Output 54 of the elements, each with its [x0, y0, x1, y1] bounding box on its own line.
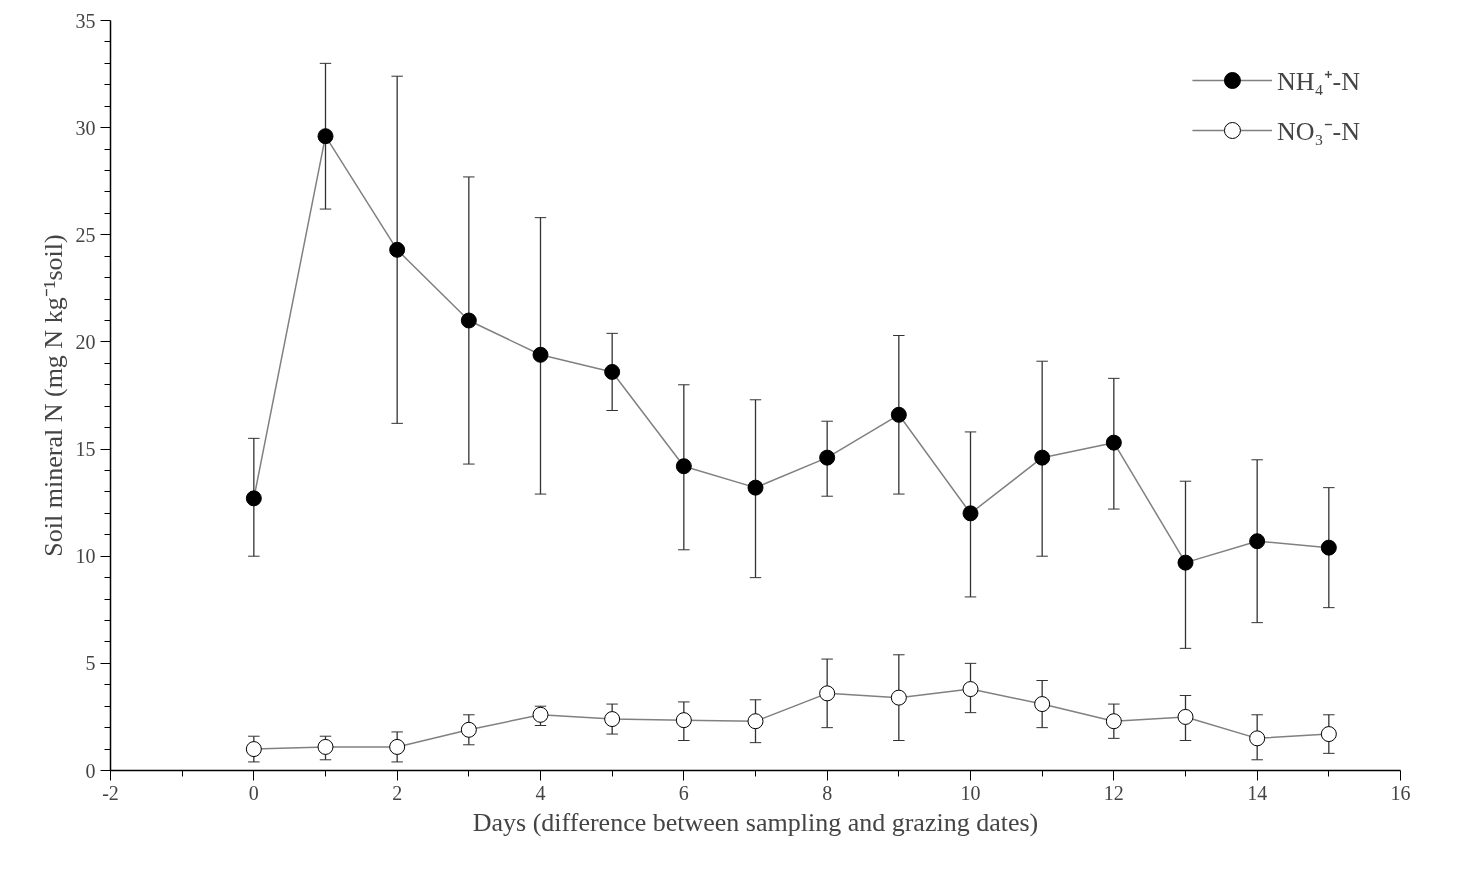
- point: [1320, 539, 1337, 556]
- point: [389, 738, 406, 755]
- point: [245, 490, 262, 507]
- point: [604, 363, 621, 380]
- y-axis-title: Soil mineral N (mg N kg⁻¹soil): [38, 234, 68, 557]
- x-axis-title: Days (difference between sampling and grazing dates): [472, 807, 1039, 837]
- legend-label: NO₃⁻-N: [1276, 116, 1360, 148]
- y-tick-label: 25: [75, 223, 96, 246]
- point: [1320, 726, 1337, 743]
- point: [747, 479, 764, 496]
- point: [1249, 533, 1266, 550]
- point: [819, 449, 836, 466]
- x-tick-label: 2: [392, 781, 403, 804]
- y-tick-label: 0: [85, 759, 96, 782]
- point: [890, 406, 907, 423]
- point: [890, 689, 907, 706]
- point: [389, 241, 406, 258]
- point: [1249, 730, 1266, 747]
- point: [962, 505, 979, 522]
- y-tick-label: 20: [75, 330, 96, 353]
- point: [819, 685, 836, 702]
- point: [532, 346, 549, 363]
- y-tick-label: 15: [75, 438, 96, 461]
- legend-label: NH₄⁺-N: [1276, 66, 1360, 98]
- point: [317, 128, 334, 145]
- point: [1034, 696, 1051, 713]
- point: [460, 312, 477, 329]
- point: [1177, 708, 1194, 725]
- x-tick-label: 14: [1247, 781, 1268, 804]
- point: [747, 713, 764, 730]
- y-tick-label: 30: [75, 116, 96, 139]
- x-tick-label: 12: [1103, 781, 1124, 804]
- x-tick-label: 16: [1390, 781, 1411, 804]
- point: [317, 738, 334, 755]
- point: [962, 681, 979, 698]
- x-tick-label: 6: [678, 781, 689, 804]
- x-tick-label: -2: [102, 781, 119, 804]
- point: [245, 741, 262, 758]
- point: [675, 458, 692, 475]
- x-tick-label: 10: [960, 781, 981, 804]
- point: [460, 721, 477, 738]
- x-tick-label: 4: [535, 781, 546, 804]
- point: [675, 712, 692, 729]
- point: [604, 711, 621, 728]
- y-tick-label: 35: [75, 9, 96, 32]
- y-tick-label: 10: [75, 545, 96, 568]
- point: [1177, 554, 1194, 571]
- point: [1105, 434, 1122, 451]
- point: [1034, 449, 1051, 466]
- point: [1105, 713, 1122, 730]
- point: [532, 706, 549, 723]
- x-tick-label: 0: [248, 781, 259, 804]
- x-tick-label: 8: [822, 781, 833, 804]
- y-tick-label: 5: [85, 652, 96, 675]
